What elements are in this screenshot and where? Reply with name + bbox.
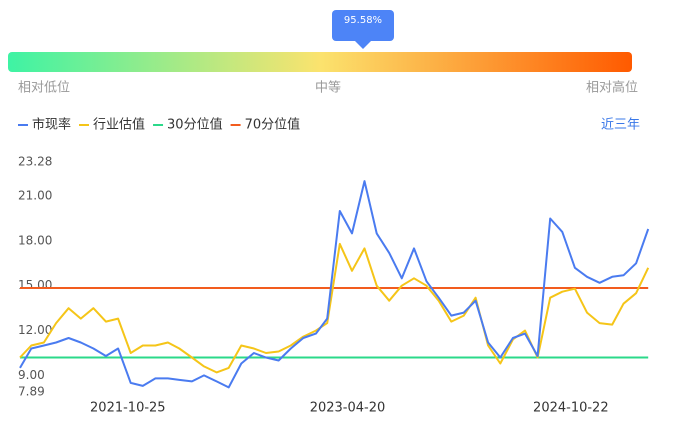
legend-label: 行业估值 <box>93 117 145 133</box>
legend: 市现率 行业估值 30分位值 70分位值 <box>18 117 300 133</box>
legend-label: 70分位值 <box>245 117 301 133</box>
y-tick-label: 23.28 <box>18 155 52 169</box>
y-tick-label: 15.00 <box>18 278 52 292</box>
series-line <box>19 180 650 389</box>
y-tick-label: 7.89 <box>18 385 45 399</box>
y-tick-label: 21.00 <box>18 189 52 203</box>
marker-box <box>332 10 394 41</box>
marker-label: 95.58% <box>344 15 382 26</box>
y-tick-label: 12.00 <box>18 323 52 337</box>
x-tick-label: 2021-10-25 <box>90 401 166 416</box>
gauge-mid: 中等 <box>315 80 341 96</box>
x-tick-label: 2023-04-20 <box>310 401 386 416</box>
y-tick-label: 9.00 <box>18 368 45 382</box>
range-button[interactable]: 近三年 <box>601 118 640 133</box>
legend-label: 30分位值 <box>167 117 223 133</box>
y-tick-label: 18.00 <box>18 233 52 247</box>
gauge-bar <box>8 52 632 72</box>
series-line <box>19 242 650 374</box>
legend-label: 市现率 <box>32 117 71 133</box>
marker-tip <box>355 41 371 49</box>
plot: 23.28 21.00 18.00 15.00 12.00 9.00 7.89 2021-10… <box>18 155 650 416</box>
gauge-high: 相对高位 <box>586 80 638 96</box>
gauge-low: 相对低位 <box>18 81 70 96</box>
x-tick-label: 2024-10-22 <box>533 401 609 416</box>
gauge-marker: 95.58% <box>332 10 394 49</box>
